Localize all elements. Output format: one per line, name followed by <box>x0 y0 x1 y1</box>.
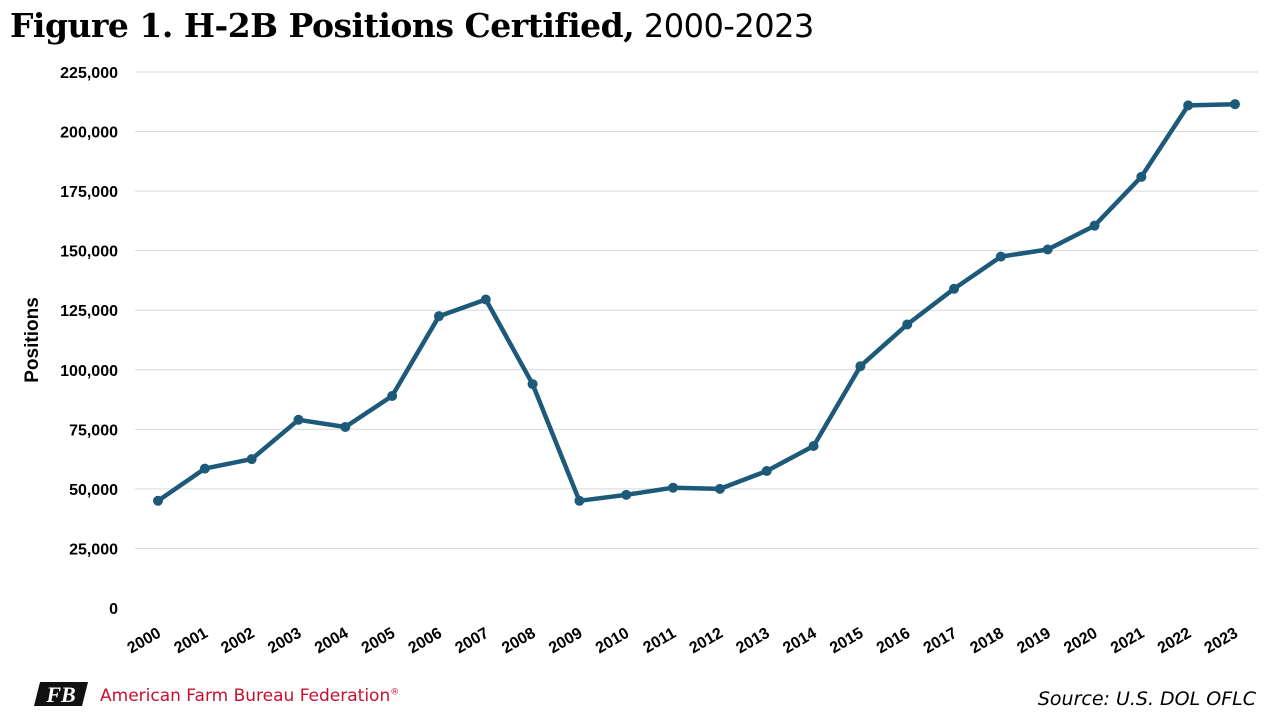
y-tick-label: 175,000 <box>60 184 118 201</box>
afbf-logo-lettering: FB <box>45 682 75 707</box>
data-point <box>902 319 913 330</box>
x-tick-label: 2021 <box>1108 625 1147 658</box>
data-point <box>1042 244 1053 255</box>
org-name-text: American Farm Bureau Federation <box>100 686 391 706</box>
x-tick-label: 2017 <box>921 625 960 658</box>
data-point <box>761 466 772 477</box>
y-tick-label: 50,000 <box>69 482 118 499</box>
data-point <box>855 361 866 372</box>
series-line <box>155 101 1238 504</box>
y-axis-tick-labels: 0 25,000 50,000 75,000 100,000 125,000 150,000… <box>60 65 118 618</box>
data-point <box>1183 100 1194 111</box>
data-point <box>1136 171 1147 182</box>
x-tick-label: 2018 <box>968 625 1007 658</box>
x-tick-label: 2023 <box>1202 625 1241 658</box>
x-tick-label: 2012 <box>687 625 726 658</box>
y-tick-label: 75,000 <box>69 422 118 439</box>
x-tick-label: 2000 <box>125 625 164 658</box>
data-point <box>1230 99 1240 110</box>
y-tick-label: 125,000 <box>60 303 118 320</box>
data-point <box>1089 220 1100 231</box>
org-name: American Farm Bureau Federation® <box>100 686 399 706</box>
y-tick-label: 200,000 <box>60 125 118 142</box>
source-note: Source: U.S. DOL OFLC <box>1037 688 1256 710</box>
y-tick-label: 150,000 <box>60 244 118 261</box>
y-tick-label: 0 <box>109 601 118 618</box>
data-point <box>574 495 585 506</box>
x-tick-label: 2009 <box>546 625 585 658</box>
x-tick-label: 2006 <box>406 625 445 658</box>
x-tick-label: 2015 <box>827 625 866 658</box>
y-tick-label: 225,000 <box>60 65 118 82</box>
data-point <box>714 483 725 494</box>
chart-title: Figure 1. H-2B Positions Certified, 2000… <box>10 6 814 45</box>
x-tick-label: 2003 <box>265 625 304 658</box>
data-point <box>808 441 819 452</box>
data-point <box>293 414 304 425</box>
data-point <box>153 495 163 506</box>
x-tick-label: 2019 <box>1014 625 1053 658</box>
x-tick-label: 2010 <box>593 625 632 658</box>
x-axis-tick-labels: 2000 2001 2002 2003 2004 2005 2006 2007 2008 2009… <box>125 625 1241 658</box>
chart-title-years: 2000-2023 <box>634 7 814 45</box>
x-tick-label: 2007 <box>452 625 491 658</box>
x-tick-label: 2002 <box>218 625 257 658</box>
x-tick-label: 2008 <box>499 625 538 658</box>
x-tick-label: 2022 <box>1155 625 1194 658</box>
x-tick-label: 2013 <box>733 625 772 658</box>
x-tick-label: 2001 <box>172 625 211 658</box>
org-name-mark: ® <box>390 687 400 698</box>
data-point <box>995 251 1006 262</box>
x-tick-label: 2020 <box>1061 625 1100 658</box>
data-point <box>480 294 491 305</box>
afbf-logo: FB <box>32 680 90 708</box>
grid-lines <box>135 71 1258 549</box>
data-point <box>949 283 960 294</box>
x-tick-label: 2004 <box>312 625 351 658</box>
y-tick-label: 100,000 <box>60 363 118 380</box>
data-point <box>668 482 679 493</box>
data-point <box>199 463 210 474</box>
x-tick-label: 2011 <box>641 625 680 657</box>
chart-title-main: Figure 1. H-2B Positions Certified, <box>10 6 635 45</box>
y-axis-label: Positions <box>22 297 43 383</box>
data-point <box>246 454 257 465</box>
series-layer <box>153 99 1240 506</box>
x-tick-label: 2014 <box>780 625 819 658</box>
data-point <box>433 311 444 322</box>
data-point <box>621 489 632 500</box>
y-tick-label: 25,000 <box>69 541 118 558</box>
afbf-logo-icon: FB <box>34 682 88 707</box>
data-point <box>340 421 351 432</box>
data-point <box>387 390 398 401</box>
data-point <box>527 379 538 390</box>
x-tick-label: 2005 <box>359 625 398 658</box>
x-tick-label: 2016 <box>874 625 913 658</box>
